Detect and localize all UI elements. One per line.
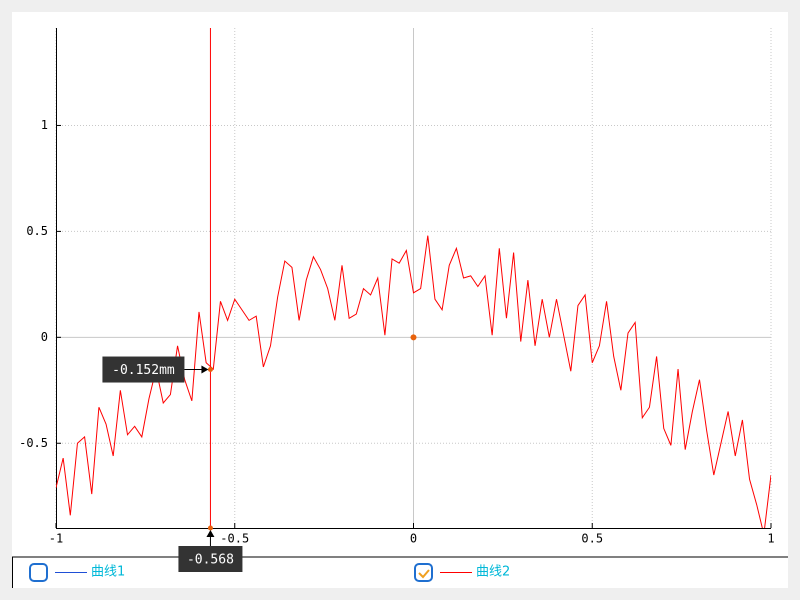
legend-label: 曲线2	[476, 565, 510, 580]
y-tick-label: -0.5	[19, 436, 48, 450]
tracer-point	[410, 334, 417, 341]
legend-checkbox[interactable]	[414, 563, 433, 582]
x-tick-label: -1	[49, 532, 63, 546]
cursor-y-box	[102, 356, 185, 383]
check-mark	[418, 569, 430, 579]
cursor-x-label: -0.568	[187, 553, 234, 568]
y-tick-label: 1	[41, 118, 48, 132]
legend-checkbox[interactable]	[29, 563, 48, 582]
y-tick-label: 0	[41, 330, 48, 344]
arrow-head	[206, 530, 215, 537]
cursor-x-box	[178, 546, 243, 572]
y-tick-label: 0.5	[26, 224, 48, 238]
legend-label: 曲线1	[91, 565, 125, 580]
cursor-y-label: -0.152mm	[112, 363, 175, 378]
plot-background	[12, 12, 788, 588]
cursor-foot	[207, 525, 213, 531]
x-tick-label: 0.5	[581, 532, 603, 546]
x-tick-label: 0	[410, 532, 417, 546]
cursor-point	[207, 367, 213, 373]
x-tick-label: -0.5	[220, 532, 249, 546]
arrow-head	[201, 365, 209, 374]
x-tick-label: 1	[767, 532, 774, 546]
